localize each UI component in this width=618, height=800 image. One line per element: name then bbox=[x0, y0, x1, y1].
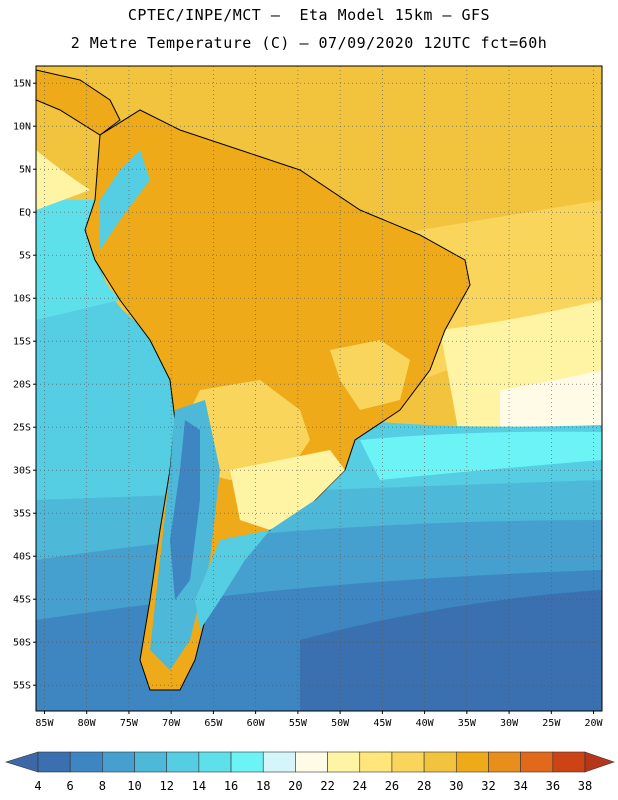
longitude-tick-label: 80W bbox=[78, 718, 97, 729]
colorbar-label: 32 bbox=[481, 779, 495, 793]
latitude-axis: 15N 10N 5N EQ 5S 10S 15S 20S 25S 30S 35S 40S 45S 50S 5… bbox=[13, 79, 36, 692]
colorbar-label: 36 bbox=[546, 779, 560, 793]
latitude-tick-label: 10S bbox=[13, 294, 31, 305]
colorbar-swatch bbox=[359, 751, 393, 773]
colorbar-swatch bbox=[327, 751, 361, 773]
longitude-tick-label: 45W bbox=[373, 718, 392, 729]
longitude-axis: 85W 80W 75W 70W 65W 60W 55W 50W 45W 40W 35W 30W 25W 2… bbox=[35, 711, 604, 729]
longitude-tick-label: 25W bbox=[542, 718, 561, 729]
latitude-tick-label: 50S bbox=[13, 638, 31, 649]
colorbar-swatch bbox=[455, 751, 489, 773]
colorbar-swatch bbox=[134, 751, 168, 773]
map-frame bbox=[35, 65, 603, 712]
colorbar-swatch bbox=[423, 751, 457, 773]
colorbar-label: 16 bbox=[224, 779, 238, 793]
colorbar-label: 6 bbox=[67, 779, 74, 793]
longitude-tick-label: 65W bbox=[204, 718, 223, 729]
latitude-tick-label: 35S bbox=[13, 509, 31, 520]
colorbar-label: 10 bbox=[127, 779, 141, 793]
longitude-tick-label: 35W bbox=[458, 718, 477, 729]
colorbar-swatch bbox=[102, 751, 135, 773]
latitude-tick-label: 15S bbox=[13, 337, 31, 348]
colorbar-swatch bbox=[391, 751, 425, 773]
latitude-tick-label: 30S bbox=[13, 466, 31, 477]
latitude-tick-label: 10N bbox=[13, 122, 31, 133]
latitude-tick-label: 45S bbox=[13, 595, 31, 606]
latitude-tick-label: 20S bbox=[13, 380, 31, 391]
colorbar-label: 24 bbox=[353, 779, 367, 793]
colorbar-high-arrow bbox=[584, 751, 615, 773]
longitude-tick-label: 60W bbox=[247, 718, 266, 729]
colorbar-swatch bbox=[166, 751, 200, 773]
colorbar-swatch bbox=[520, 751, 554, 773]
latitude-tick-label: 5S bbox=[19, 251, 31, 262]
colorbar-label: 18 bbox=[256, 779, 270, 793]
longitude-tick-label: 85W bbox=[35, 718, 54, 729]
colorbar-swatch bbox=[295, 751, 328, 773]
longitude-tick-label: 30W bbox=[500, 718, 519, 729]
color-scale: 4 6 8 10 12 14 16 18 20 22 24 26 28 30 32 34 36 38 bbox=[4, 751, 615, 793]
latitude-tick-label: 5N bbox=[19, 165, 31, 176]
colorbar-swatch bbox=[37, 751, 71, 773]
colorbar-low-arrow bbox=[4, 751, 39, 773]
colorbar-label: 28 bbox=[417, 779, 431, 793]
longitude-tick-label: 20W bbox=[585, 718, 604, 729]
longitude-tick-label: 50W bbox=[331, 718, 350, 729]
colorbar-label: 30 bbox=[449, 779, 463, 793]
colorbar-label: 38 bbox=[578, 779, 592, 793]
longitude-tick-label: 75W bbox=[120, 718, 139, 729]
colorbar-label: 34 bbox=[513, 779, 527, 793]
latitude-tick-label: 55S bbox=[13, 681, 31, 692]
colorbar-label: 26 bbox=[385, 779, 399, 793]
colorbar-label: 8 bbox=[99, 779, 106, 793]
colorbar-swatch bbox=[552, 751, 586, 773]
longitude-tick-label: 70W bbox=[162, 718, 181, 729]
latitude-tick-label: EQ bbox=[19, 208, 31, 219]
colorbar-label: 14 bbox=[192, 779, 206, 793]
chart-title: CPTEC/INPE/MCT – Eta Model 15km – GFS bbox=[127, 6, 491, 24]
temperature-map: 15N 10N 5N EQ 5S 10S 15S 20S 25S 30S 35S 40S 45S 50S 5… bbox=[13, 65, 604, 729]
colorbar-swatch bbox=[198, 751, 232, 773]
chart-subtitle: 2 Metre Temperature (C) – 07/09/2020 12U… bbox=[70, 34, 548, 52]
colorbar-label: 22 bbox=[320, 779, 334, 793]
temperature-field bbox=[36, 66, 602, 711]
latitude-tick-label: 40S bbox=[13, 552, 31, 563]
latitude-tick-label: 25S bbox=[13, 423, 31, 434]
colorbar-swatch bbox=[69, 751, 103, 773]
colorbar-label: 4 bbox=[34, 779, 41, 793]
longitude-tick-label: 40W bbox=[416, 718, 435, 729]
colorbar-label: 12 bbox=[159, 779, 173, 793]
longitude-tick-label: 55W bbox=[289, 718, 308, 729]
colorbar-label: 20 bbox=[288, 779, 302, 793]
colorbar-swatch bbox=[230, 751, 264, 773]
latitude-tick-label: 15N bbox=[13, 79, 31, 90]
colorbar-swatch bbox=[488, 751, 521, 773]
colorbar-swatch bbox=[262, 751, 296, 773]
